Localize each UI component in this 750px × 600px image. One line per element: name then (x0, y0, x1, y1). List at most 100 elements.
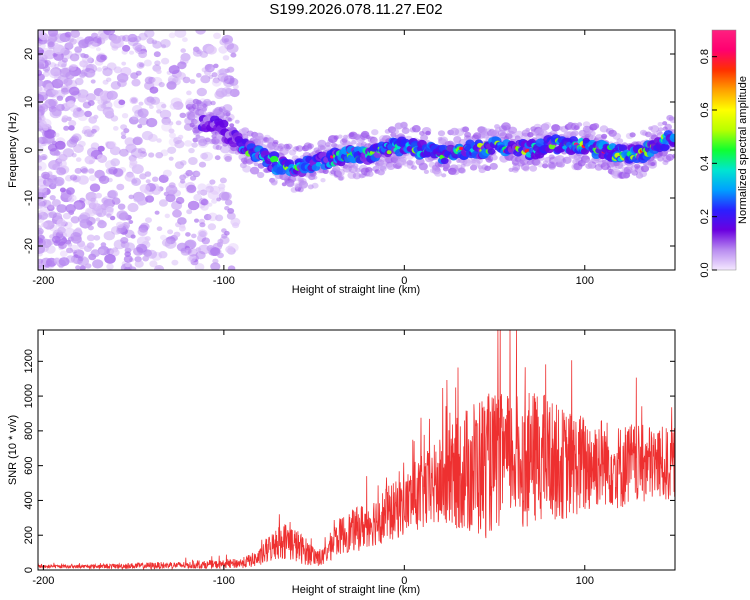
spectrogram-cell (161, 57, 170, 65)
spectrogram-cell (69, 174, 78, 181)
spectrogram-cell (130, 234, 136, 239)
spectrogram-cell (122, 44, 131, 52)
spectrogram-cell (540, 123, 550, 131)
spectrogram-cell (525, 127, 531, 132)
spectrogram-cell (220, 75, 231, 84)
spectrogram-cell (196, 72, 202, 78)
spectrogram-cell (38, 41, 46, 51)
spectrogram-cell (113, 66, 122, 74)
spectrogram-cell (131, 78, 141, 87)
spectrogram-cell (441, 173, 447, 178)
spectrogram-cell (109, 215, 116, 221)
spectrogram-cell (219, 68, 228, 76)
spectrogram-cell (67, 36, 74, 43)
spectrogram-cell (249, 166, 260, 175)
spectrogram-cell (129, 50, 135, 55)
spectrogram-cell (62, 148, 74, 158)
spectrogram-cell (79, 265, 86, 270)
spectrogram-cell (49, 108, 62, 119)
spectrogram-cell (392, 128, 399, 135)
spectrogram-cell (221, 87, 234, 97)
spectrogram-cell (38, 185, 48, 193)
spectrogram-cell (154, 210, 160, 215)
spectrogram-cell (65, 204, 76, 213)
spectrogram-cell (650, 125, 660, 133)
spectrogram-x-label: Height of straight line (km) (292, 284, 420, 296)
spectrogram-cell (111, 197, 121, 205)
spectrogram-cell (38, 198, 41, 202)
spectrogram-cell (59, 250, 68, 257)
spectrogram-cell (187, 248, 198, 257)
colorbar-tick-label: 0.8 (699, 49, 711, 64)
spectrogram-cell (63, 125, 70, 131)
spectrogram-cell (167, 229, 174, 235)
spectrogram-cell (192, 127, 200, 134)
spectrogram-cell (38, 80, 44, 87)
spectrogram-cell (98, 175, 110, 184)
spectrogram-cell (102, 206, 114, 216)
spectrogram-cell (576, 122, 583, 127)
spectrogram-cell (56, 218, 66, 227)
spectrogram-cell (216, 133, 224, 140)
spectrogram-cell (179, 112, 187, 119)
spectrogram-cell (84, 263, 92, 269)
spectrogram-cell (216, 241, 223, 248)
spectrogram-cell (407, 163, 414, 169)
spectrogram-cell (113, 239, 126, 250)
spectrogram-cell (200, 152, 209, 160)
spectrogram-cell (56, 95, 64, 101)
spectrogram-cell (227, 265, 236, 270)
spectrogram-x-ticks: -200 -100 0 100 (32, 30, 594, 287)
spectrogram-cell (508, 126, 518, 134)
spectrogram-cell (438, 136, 449, 145)
spectrogram-cell (662, 121, 668, 126)
spectrogram-cell (226, 212, 236, 220)
spectrogram-cell (288, 149, 297, 156)
spectrogram-cell (105, 206, 114, 213)
spectrogram-cell (119, 167, 127, 173)
spectrogram-cell (87, 100, 95, 106)
spectrogram-cell (214, 155, 221, 161)
spectrogram-cell (582, 121, 591, 128)
spectrogram-cell (107, 91, 117, 100)
spectrogram-cell (658, 127, 664, 132)
spectrogram-cell (168, 156, 174, 161)
spectrogram-cell (211, 133, 217, 139)
spectrogram-cell (253, 162, 259, 167)
spectrogram-cell (136, 61, 145, 69)
spectrogram-cell (420, 134, 429, 142)
spectrogram-cell (285, 143, 293, 150)
spectrogram-cell (212, 258, 219, 264)
spectrogram-cell (197, 183, 207, 191)
spectrogram-cell (177, 61, 187, 70)
spectrogram-cell (71, 133, 82, 142)
spectrogram-cell (471, 159, 481, 168)
spectrogram-cell (188, 147, 195, 154)
spectrogram-cell (138, 50, 148, 59)
spectrogram-cell (450, 167, 460, 176)
spectrogram-cell (84, 155, 96, 165)
spectrogram-cell (191, 103, 199, 110)
spectrogram-cell (215, 214, 224, 222)
spectrogram-cell (212, 144, 220, 150)
spectrogram-y-ticks: -20 -10 0 10 20 (23, 48, 675, 254)
spectrogram-cell (172, 209, 182, 218)
spectrogram-cell (156, 226, 163, 231)
x-tick-label: -100 (213, 575, 235, 587)
spectrogram-cell (55, 104, 63, 110)
spectrogram-cell (88, 202, 97, 209)
spectrogram-cell (669, 116, 675, 123)
spectrogram-cell (41, 222, 48, 228)
colorbar-tick-label: 0.0 (699, 262, 711, 277)
spectrogram-cell (102, 79, 109, 85)
spectrogram-cell (153, 51, 161, 58)
spectrogram-cell (137, 124, 143, 129)
spectrogram-cell (120, 134, 127, 140)
spectrogram-cell (38, 161, 47, 172)
spectrogram-cell (629, 132, 636, 138)
spectrogram-cell (462, 158, 472, 167)
spectrogram-cell (152, 40, 162, 49)
spectrogram-cell (634, 163, 641, 169)
spectrogram-cell (298, 180, 309, 189)
